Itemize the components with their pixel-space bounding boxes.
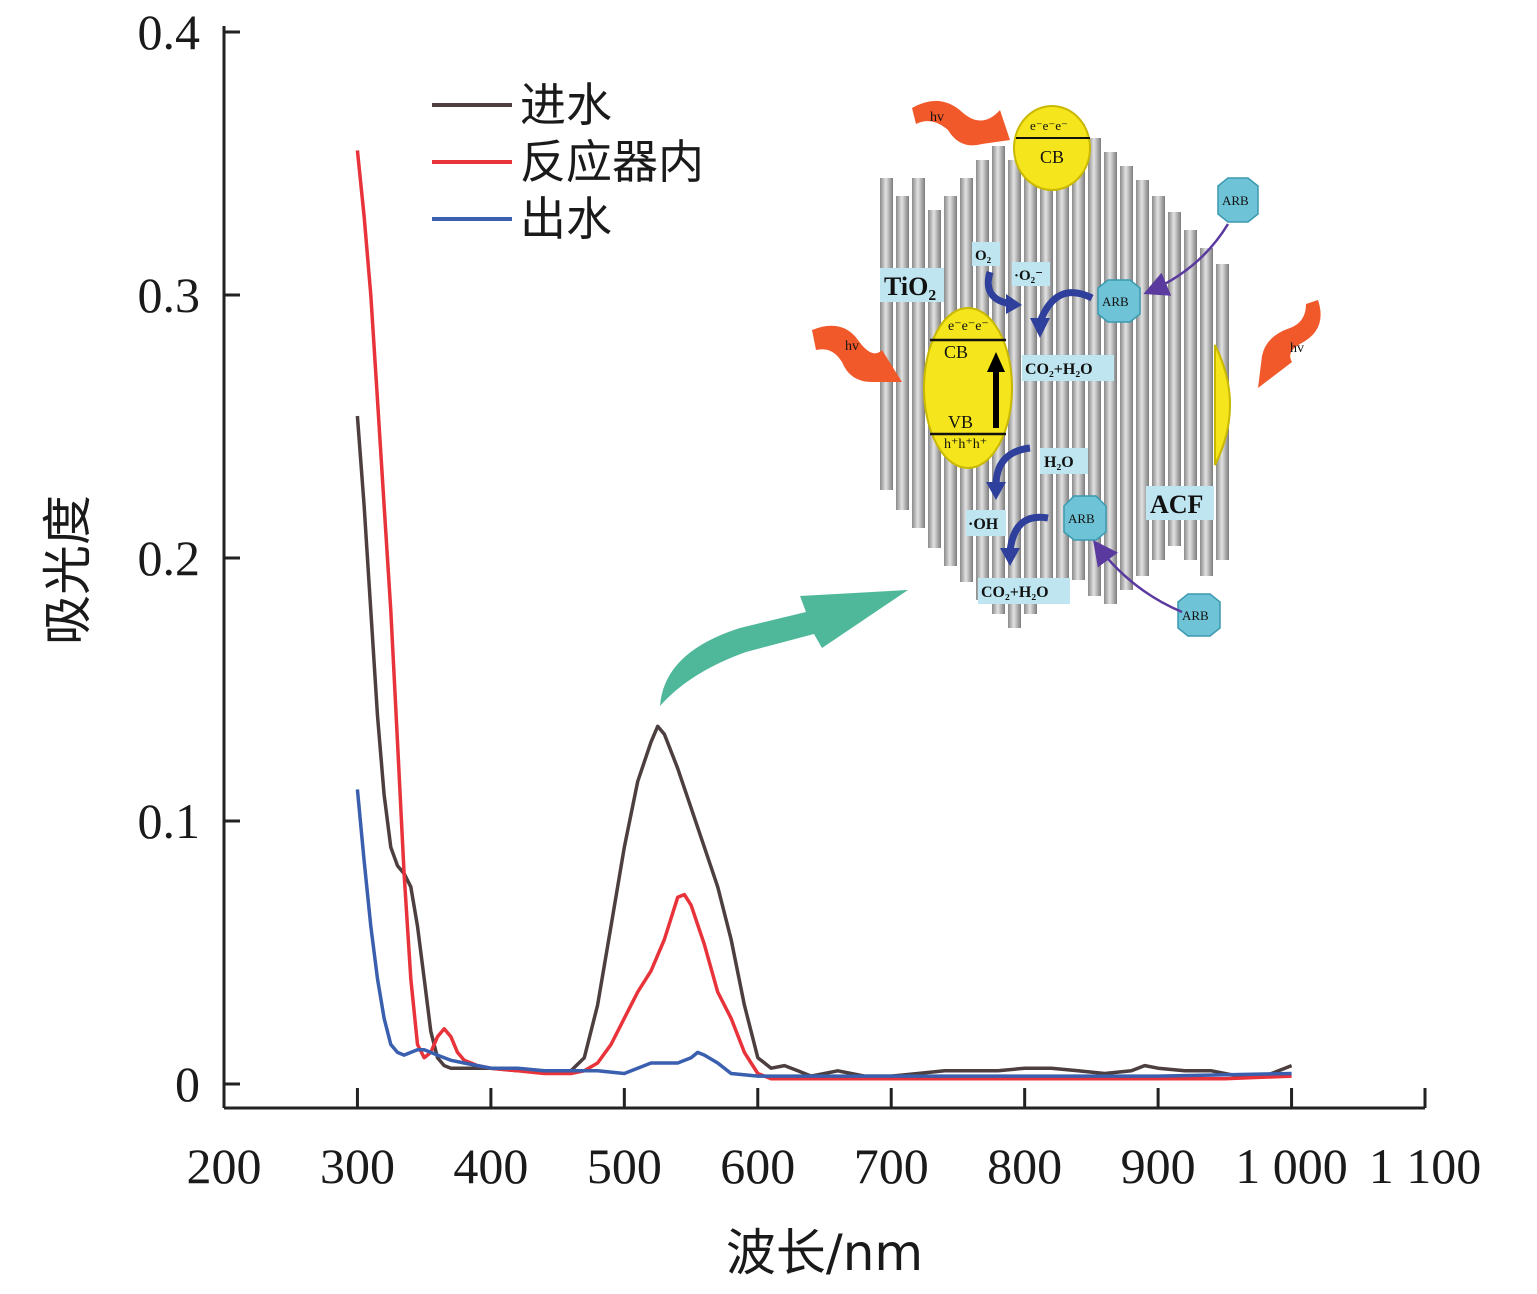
electrons-label: e⁻e⁻e⁻ bbox=[948, 319, 989, 334]
flow-arrowhead-arb-in bbox=[1030, 318, 1050, 338]
hv-arrow-right bbox=[1258, 300, 1321, 388]
arb-diffusion-arrow-2 bbox=[1093, 539, 1183, 614]
oh-label-box bbox=[966, 510, 1006, 536]
arb-molecule-3 bbox=[1063, 495, 1107, 541]
h2o-label: H₂O bbox=[1044, 454, 1074, 471]
flow-arrow-h2o bbox=[992, 444, 1031, 487]
series-line-0 bbox=[355, 415, 1293, 1078]
holes-label: h⁺h⁺h⁺ bbox=[944, 437, 987, 452]
x-tick-label: 500 bbox=[587, 1138, 662, 1194]
legend-label-effluent: 出水 bbox=[520, 192, 612, 246]
reaction-flow-arrows bbox=[984, 271, 1094, 553]
legend-label-reactor: 反应器内 bbox=[520, 135, 704, 189]
x-axis-title: 波长/nm bbox=[726, 1224, 923, 1282]
y-tick-label: 0.1 bbox=[138, 793, 201, 849]
arb-label-4: ARB bbox=[1182, 608, 1209, 623]
y-tick-label: 0.2 bbox=[138, 530, 201, 586]
carbon-fiber bbox=[896, 196, 909, 510]
excitation-arrow-head bbox=[987, 352, 1005, 372]
hv-label-top: hv bbox=[930, 110, 944, 125]
arb-molecule-4 bbox=[1177, 593, 1221, 637]
x-tick-label: 200 bbox=[187, 1138, 262, 1194]
flow-arrow-oh bbox=[1006, 513, 1049, 553]
vb-label: VB bbox=[948, 412, 973, 432]
top-cb-label: CB bbox=[1040, 147, 1064, 167]
o2-radical-label-box bbox=[1012, 262, 1050, 286]
x-tick-label: 300 bbox=[320, 1138, 395, 1194]
co2-h2o-label-box-1 bbox=[1022, 355, 1114, 381]
arb-molecules bbox=[1063, 177, 1259, 637]
legend-label-influent: 进水 bbox=[520, 78, 612, 132]
y-tick-label: 0.4 bbox=[138, 4, 201, 60]
arb-label-1: ARB bbox=[1222, 193, 1249, 208]
y-tick-label: 0 bbox=[175, 1056, 200, 1112]
carbon-fiber bbox=[880, 178, 893, 490]
co2-h2o-label-1: CO₂+H₂O bbox=[1025, 361, 1093, 378]
arb-diffusion-arrow-1 bbox=[1143, 223, 1230, 296]
y-tick-label: 0.3 bbox=[138, 267, 201, 323]
acf-label: ACF bbox=[1150, 490, 1203, 519]
co2-h2o-label-box-2 bbox=[978, 578, 1070, 604]
carbon-fiber bbox=[912, 178, 925, 528]
flow-arrow-arb-in bbox=[1036, 289, 1094, 324]
reaction-flow-arrowheads bbox=[986, 294, 1050, 566]
hv-arrow-left bbox=[812, 325, 902, 382]
arb-molecule-1 bbox=[1217, 177, 1259, 223]
tio2-label: TiO₂ bbox=[884, 272, 936, 301]
o2-label: O₂ bbox=[975, 248, 992, 264]
x-tick-label: 400 bbox=[453, 1138, 528, 1194]
arb-molecule-2 bbox=[1097, 279, 1141, 323]
h2o-label-box bbox=[1040, 448, 1088, 474]
mechanism-schematic: e⁻e⁻e⁻ CB e⁻e⁻e⁻ CB VB h⁺h⁺h⁺ TiO₂ ACF O… bbox=[660, 100, 1321, 706]
arb-label-2: ARB bbox=[1102, 294, 1129, 309]
tio2-label-box bbox=[880, 268, 944, 302]
carbon-fiber bbox=[1120, 166, 1133, 590]
top-electrons-label: e⁻e⁻e⁻ bbox=[1030, 118, 1068, 133]
series-line-2 bbox=[355, 789, 1292, 1078]
main-catalyst-particle bbox=[923, 307, 1013, 469]
flow-arrowhead-o2 bbox=[1006, 294, 1022, 314]
hv-arrow-top bbox=[912, 100, 1010, 146]
legend: 进水 反应器内 出水 bbox=[432, 78, 704, 246]
x-tick-label: 700 bbox=[854, 1138, 929, 1194]
flow-arrowhead-h2o bbox=[986, 482, 1006, 500]
oh-label: ·OH bbox=[968, 516, 999, 533]
carbon-fiber bbox=[1200, 248, 1213, 576]
axes: 0 0.1 0.2 0.3 0.4 200 300 400 500 600 700 800 900 1 0… bbox=[39, 4, 1481, 1282]
x-tick-label: 800 bbox=[987, 1138, 1062, 1194]
right-catalyst-particle bbox=[1214, 344, 1231, 466]
arb-label-3: ARB bbox=[1068, 511, 1095, 526]
x-tick-label: 1 100 bbox=[1369, 1138, 1482, 1194]
plot-area bbox=[355, 150, 1293, 1081]
o2-radical-label: ·O₂⁻ bbox=[1014, 268, 1043, 284]
zoom-arrow bbox=[660, 590, 908, 706]
hv-label-left: hv bbox=[845, 339, 859, 354]
cb-label: CB bbox=[944, 342, 968, 362]
top-catalyst-particle bbox=[1013, 105, 1091, 191]
hv-label-right: hv bbox=[1290, 341, 1304, 356]
x-tick-label: 600 bbox=[720, 1138, 795, 1194]
x-tick-label: 1 000 bbox=[1235, 1138, 1348, 1194]
series-line-1 bbox=[355, 150, 1292, 1081]
flow-arrowhead-oh bbox=[1000, 548, 1020, 566]
y-axis-title: 吸光度 bbox=[39, 495, 97, 645]
acf-label-box bbox=[1146, 486, 1214, 520]
co2-h2o-label-2: CO₂+H₂O bbox=[981, 584, 1049, 601]
carbon-fiber bbox=[1184, 230, 1197, 560]
o2-label-box bbox=[972, 242, 1000, 266]
x-tick-label: 900 bbox=[1121, 1138, 1196, 1194]
light-arrows bbox=[812, 100, 1321, 388]
